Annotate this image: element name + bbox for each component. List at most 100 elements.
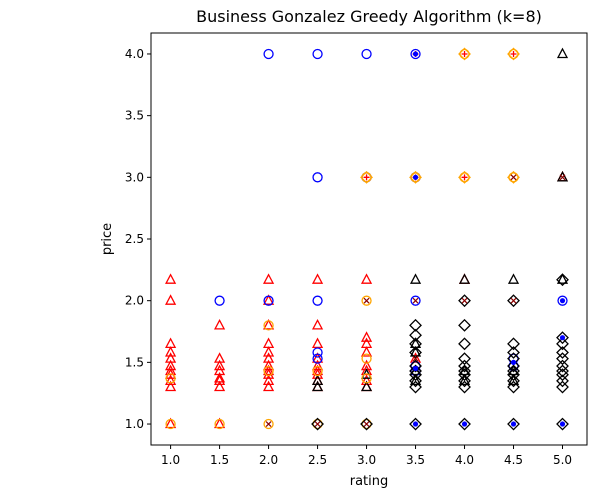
data-point [461,174,468,181]
data-point [559,421,566,427]
data-point [507,359,520,373]
x-tick-label: 2.5 [308,453,327,467]
data-point [311,368,324,379]
data-point [214,417,226,429]
data-point [556,359,569,373]
data-point [409,170,422,184]
y-axis-ticks: 1.0 1.5 2.0 2.5 3.0 3.5 4.0 [125,47,151,431]
data-point [507,380,520,394]
data-point [458,374,471,388]
x-tick-label: 2.0 [259,453,278,467]
data-point [557,295,568,306]
data-point [458,318,471,332]
data-point [361,353,372,364]
data-point [361,418,372,430]
data-point [311,318,324,330]
data-point [262,318,275,330]
series-x [265,174,566,427]
data-point [556,170,569,182]
data-point [262,294,275,305]
data-point [360,374,373,386]
data-point [214,295,225,306]
data-point [508,48,519,60]
data-point [214,359,226,371]
data-point [361,172,372,183]
data-point [165,273,177,284]
data-point [556,352,569,366]
y-tick-label: 2.0 [125,294,144,308]
x-axis-ticks: 1.0 1.5 2.0 2.5 3.0 3.5 4.0 4.5 5.0 [161,445,572,467]
data-point [507,417,520,431]
data-point [214,380,226,392]
data-point [311,374,324,386]
data-point [409,380,422,394]
y-tick-label: 2.5 [125,232,144,246]
data-point [510,359,517,365]
data-point [410,295,421,306]
data-point [214,318,226,330]
x-tick-label: 4.5 [504,453,523,467]
data-point [409,364,422,378]
data-point [165,418,176,430]
data-point [461,297,468,304]
y-axis-label: price [100,223,115,255]
data-point [461,50,468,57]
data-point [458,359,471,373]
data-point [507,294,520,308]
data-point [165,374,177,386]
data-point [458,294,471,308]
data-point [458,374,471,386]
y-tick-label: 1.0 [125,417,144,431]
chart-title: Business Gonzalez Greedy Algorithm (k=8) [196,7,542,26]
data-point [165,380,177,392]
data-point [556,346,569,359]
x-tick-label: 1.0 [161,453,180,467]
data-point [409,368,422,382]
data-point [510,297,517,304]
data-point [312,347,323,358]
data-point [458,364,471,378]
data-point [458,417,471,431]
data-point [409,273,422,284]
data-point [510,174,517,181]
x-tick-label: 3.0 [357,453,376,467]
data-point [165,373,176,384]
data-point [363,297,370,304]
data-point [312,353,323,364]
data-point [265,421,272,427]
data-point [459,172,470,183]
data-point [507,273,520,284]
data-point [361,373,372,384]
data-point [263,320,274,331]
y-tick-label: 1.5 [125,355,144,369]
data-point [214,374,226,386]
series-diamond [311,273,569,431]
data-point [361,295,372,306]
data-point [312,172,323,183]
data-point [409,328,422,342]
y-tick-label: 4.0 [125,47,144,61]
data-point [507,170,520,184]
data-point [409,359,422,373]
data-point [556,380,569,394]
data-point [263,418,274,430]
series-circle [165,48,519,430]
data-point [559,174,566,181]
x-tick-label: 3.5 [406,453,425,467]
x-axis-label: rating [350,474,389,489]
data-point [556,47,569,59]
data-point [556,337,569,351]
data-point [263,365,274,377]
data-point [559,298,566,304]
data-point [263,295,274,306]
data-point [360,417,373,431]
y-tick-label: 3.0 [125,170,144,184]
data-point [360,170,373,184]
data-point [360,346,373,357]
data-point [409,374,422,386]
data-point [165,294,177,305]
data-point [312,295,323,306]
data-point [311,273,324,284]
data-point [262,346,275,357]
data-point [556,331,569,345]
